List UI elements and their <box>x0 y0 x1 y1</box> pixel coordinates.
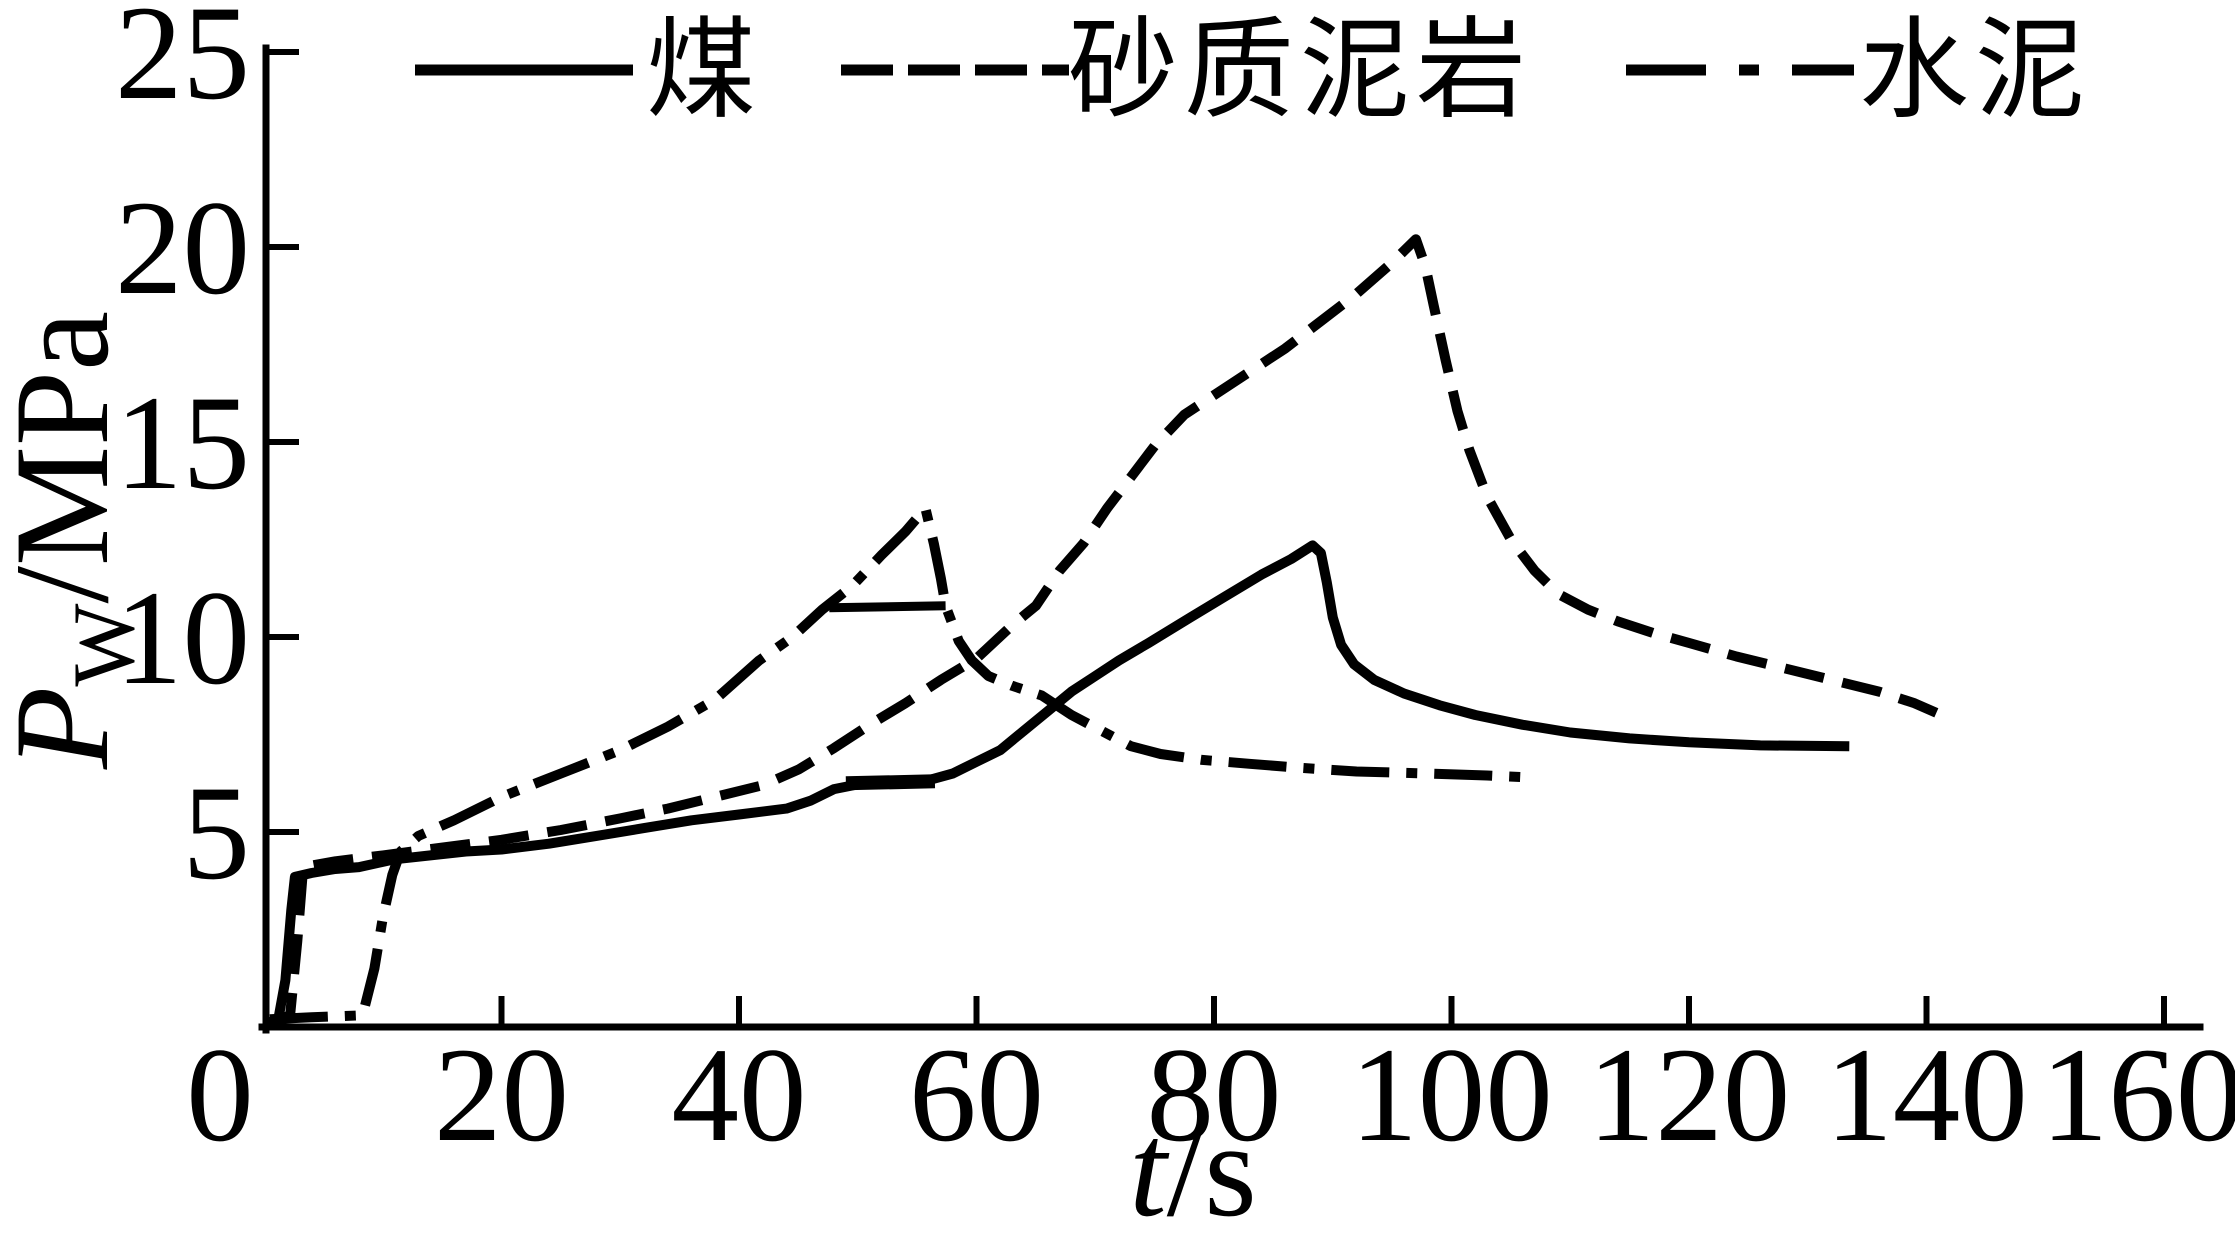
legend-label-coal: 煤 <box>646 10 762 132</box>
y-tick-label-20: 20 <box>115 174 250 323</box>
x-axis-title: t/s <box>1129 1096 1257 1245</box>
x-tick-label-140: 140 <box>1825 1021 2028 1170</box>
x-tick-label-60: 60 <box>909 1021 1044 1170</box>
y-tick-label-25: 25 <box>115 0 250 128</box>
annotation-cement-spike-base <box>829 601 946 613</box>
curve-coal <box>265 540 1850 1028</box>
annotation-coal-plateau-bar <box>845 774 936 791</box>
curve-sandy-mudstone <box>271 234 1953 1026</box>
axis-ticks <box>269 49 2167 1024</box>
legend-item-coal: 煤 <box>415 10 762 132</box>
data-series <box>265 234 1953 1028</box>
x-tick-label-80: 80 <box>1147 1021 1282 1170</box>
legend-label-cement: 水泥 <box>1859 10 2091 132</box>
legend: 煤 砂质泥岩 水泥 <box>415 10 2091 132</box>
curve-cement <box>269 503 1529 1025</box>
x-tick-label-20: 20 <box>434 1021 569 1170</box>
axis-tick-labels: 0 20 40 60 80 100 120 140 160 5 10 15 20 25 <box>115 0 2235 1170</box>
axes <box>258 44 2204 1034</box>
y-tick-label-10: 10 <box>115 564 250 713</box>
x-tick-label-120: 120 <box>1588 1021 1791 1170</box>
y-tick-label-5: 5 <box>183 759 251 908</box>
x-tick-label-0: 0 <box>186 1021 254 1170</box>
legend-label-sandy-mudstone: 砂质泥岩 <box>1068 10 1532 132</box>
x-tick-label-100: 100 <box>1350 1021 1553 1170</box>
y-axis-title: PW/MPa <box>0 311 153 770</box>
y-tick-label-15: 15 <box>115 369 250 518</box>
legend-item-sandy-mudstone: 砂质泥岩 <box>841 10 1532 132</box>
x-tick-label-160: 160 <box>2041 1021 2235 1170</box>
x-tick-label-40: 40 <box>672 1021 807 1170</box>
legend-item-cement: 水泥 <box>1626 10 2091 132</box>
